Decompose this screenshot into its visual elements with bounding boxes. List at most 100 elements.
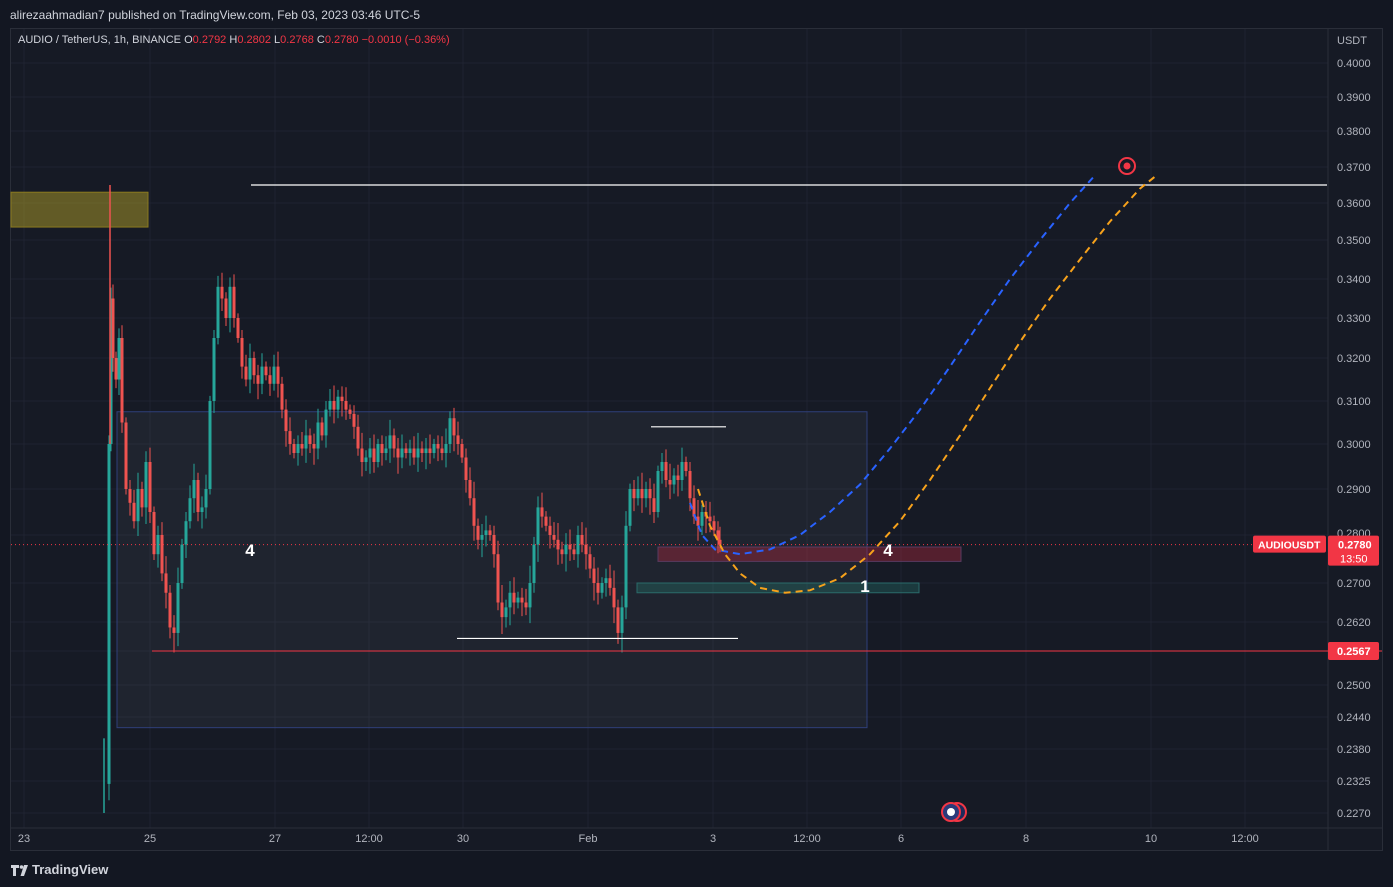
price-tick: 0.3900 <box>1337 92 1371 104</box>
price-tick: 0.2325 <box>1337 776 1371 788</box>
candle-body <box>352 413 356 427</box>
price-axis: USDT 0.4000 0.3900 0.3800 0.3700 0.3600 0.3500… <box>1337 35 1371 820</box>
time-tick: 12:00 <box>1231 833 1259 845</box>
candle-body <box>632 489 636 499</box>
candle-body <box>556 539 560 550</box>
open-value: 0.2792 <box>192 34 227 46</box>
high-value: 0.2802 <box>237 34 271 46</box>
candle-body <box>384 448 388 453</box>
candle-body <box>368 448 372 458</box>
candle-body <box>440 448 444 453</box>
projection-path-blue <box>689 173 1097 556</box>
candle-body <box>640 489 644 499</box>
close-value: 0.2780 <box>324 34 359 46</box>
candle-body <box>224 298 228 318</box>
candle-body <box>160 535 164 574</box>
price-tick: 0.3300 <box>1337 313 1371 325</box>
candle-body <box>548 525 552 535</box>
footer-bar: TradingView <box>0 855 1393 887</box>
change-value: −0.0010 (−0.36%) <box>361 34 450 46</box>
candle-body <box>180 544 184 583</box>
candle-body <box>684 462 688 471</box>
price-tick: 0.3700 <box>1337 162 1371 174</box>
candle-body <box>396 448 400 458</box>
time-tick: 6 <box>898 833 904 845</box>
chart-panel[interactable] <box>10 28 1383 851</box>
tradingview-brand[interactable]: TradingView <box>32 862 109 877</box>
candle-body <box>668 480 672 485</box>
candle-body <box>624 525 628 608</box>
candle-body <box>536 507 540 545</box>
low-value: 0.2768 <box>280 34 314 46</box>
candle-body <box>544 516 548 526</box>
candle-body <box>652 498 656 512</box>
candle-body <box>252 358 256 376</box>
candle-body <box>716 530 720 540</box>
candle-body <box>120 338 124 423</box>
candle-body <box>480 535 484 540</box>
candle-body <box>484 530 488 535</box>
candle-body <box>660 462 664 471</box>
candle-body <box>516 597 520 603</box>
candle-body <box>656 471 660 512</box>
symbol-legend: AUDIO / TetherUS, 1h, BINANCE O0.2792 H0… <box>18 34 450 46</box>
candle-body <box>304 435 308 449</box>
candle-body <box>164 573 168 593</box>
candle-body <box>444 444 448 453</box>
candle-body <box>184 521 188 545</box>
candle-body <box>380 444 384 453</box>
candle-body <box>324 409 328 436</box>
candle-body <box>568 544 572 550</box>
publish-info: alirezaahmadian7 published on TradingVie… <box>10 8 421 22</box>
time-tick: 27 <box>269 833 281 845</box>
candle-body <box>244 366 248 380</box>
low-label: L <box>274 34 281 46</box>
target-icon-center <box>1123 162 1131 170</box>
candle-body <box>696 516 700 526</box>
price-tick: 0.4000 <box>1337 58 1371 70</box>
candle-body <box>532 544 536 583</box>
candle-body <box>524 602 528 608</box>
symbol-tag-text: AUDIOUSDT <box>1258 540 1321 552</box>
price-tick: 0.3600 <box>1337 198 1371 210</box>
candle-body <box>196 480 200 512</box>
candle-body <box>144 462 148 508</box>
candle-body <box>240 338 244 367</box>
candle-body <box>424 448 428 453</box>
time-tick: 23 <box>18 833 30 845</box>
candle-body <box>456 435 460 444</box>
candle-body <box>176 583 180 633</box>
candle-body <box>500 602 504 618</box>
event-flag-icon-center <box>947 808 955 816</box>
candle-body <box>148 462 152 512</box>
candle-body <box>580 535 584 545</box>
candle-body <box>236 318 240 338</box>
candle-body <box>512 592 516 603</box>
candle-body <box>312 444 316 449</box>
candle-body <box>492 535 496 555</box>
candle-body <box>152 512 156 555</box>
candle-body <box>708 516 712 522</box>
candle-body <box>348 409 352 414</box>
price-tick: 0.2620 <box>1337 617 1371 629</box>
price-tick: 0.2500 <box>1337 680 1371 692</box>
candle-body <box>460 444 464 458</box>
candle-body <box>140 489 144 508</box>
candle-body <box>168 592 172 628</box>
candle-body <box>124 422 128 489</box>
price-tick: 0.3200 <box>1337 353 1371 365</box>
candle-body <box>200 507 204 512</box>
candle-body <box>712 521 716 531</box>
wave-label: 4 <box>883 541 893 560</box>
close-label: C <box>316 34 325 46</box>
last-price-text: 0.2780 <box>1338 540 1372 552</box>
candle-body <box>332 401 336 410</box>
symbol-tag <box>1253 535 1326 553</box>
candle-body <box>672 475 676 485</box>
candle-body <box>718 539 722 545</box>
candle-body <box>109 298 113 444</box>
candle-body <box>464 457 468 480</box>
candle-body <box>114 358 118 380</box>
tradingview-logo-icon <box>11 865 28 876</box>
